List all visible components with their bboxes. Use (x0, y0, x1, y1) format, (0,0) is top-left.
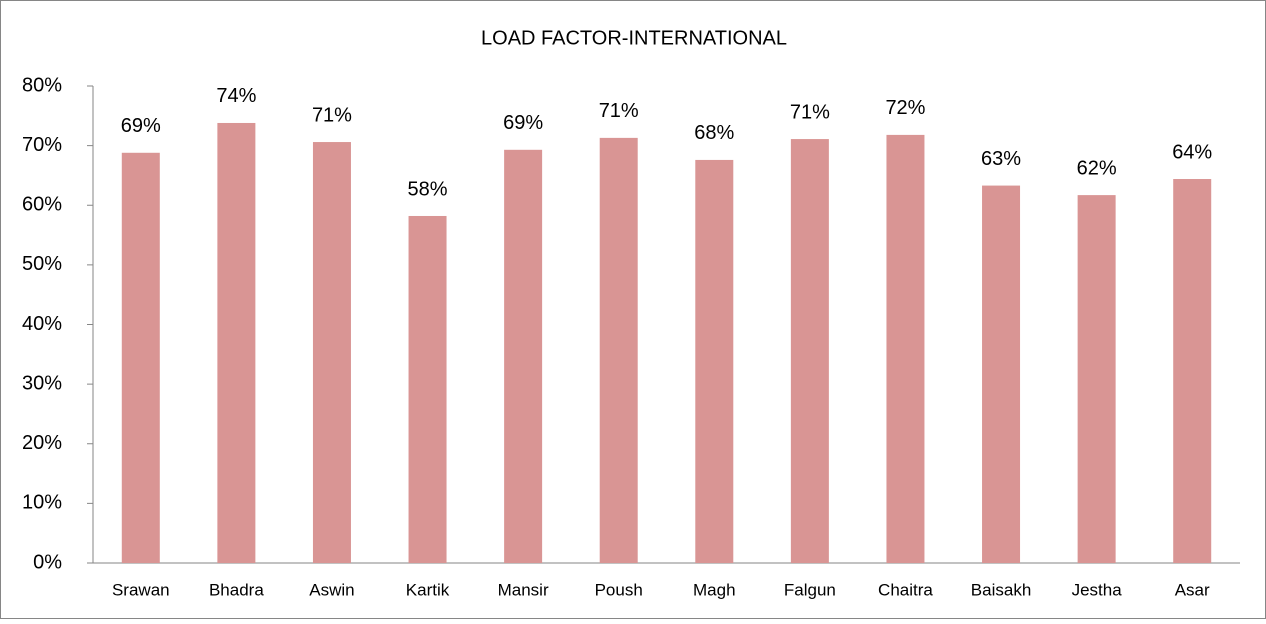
y-tick-label: 80% (22, 74, 62, 96)
y-tick-label: 70% (22, 134, 62, 156)
data-label: 64% (1172, 141, 1212, 163)
y-tick-label: 30% (22, 372, 62, 394)
bar (982, 185, 1021, 564)
data-label: 62% (1077, 157, 1117, 179)
x-tick-label: Baisakh (971, 580, 1031, 599)
x-tick-label: Mansir (498, 580, 549, 599)
bar (504, 149, 543, 563)
y-tick-label: 10% (22, 492, 62, 514)
bar (790, 139, 829, 563)
data-label: 69% (121, 115, 161, 137)
data-label: 58% (408, 178, 448, 200)
y-tick-label: 20% (22, 432, 62, 454)
y-tick-label: 0% (33, 551, 62, 573)
data-label: 74% (216, 85, 256, 107)
bar (1077, 195, 1116, 563)
data-label: 71% (599, 100, 639, 122)
bar (886, 134, 925, 563)
data-label: 72% (885, 97, 925, 119)
x-tick-label: Chaitra (878, 580, 933, 599)
bar (1173, 179, 1212, 563)
data-label: 69% (503, 112, 543, 134)
x-tick-label: Aswin (309, 580, 354, 599)
y-tick-label: 60% (22, 194, 62, 216)
data-label: 63% (981, 148, 1021, 170)
x-tick-label: Srawan (112, 580, 170, 599)
bar (121, 152, 160, 563)
x-tick-label: Poush (595, 580, 643, 599)
x-tick-label: Bhadra (209, 580, 264, 599)
x-tick-label: Falgun (784, 580, 836, 599)
x-tick-label: Jestha (1072, 580, 1123, 599)
bar (312, 142, 351, 564)
data-label: 68% (694, 122, 734, 144)
bar (695, 159, 734, 563)
x-tick-label: Magh (693, 580, 736, 599)
bar (408, 215, 447, 564)
data-label: 71% (312, 104, 352, 126)
x-tick-label: Kartik (406, 580, 450, 599)
x-tick-label: Asar (1175, 580, 1210, 599)
bar (217, 122, 256, 563)
y-tick-label: 50% (22, 253, 62, 275)
y-tick-label: 40% (22, 313, 62, 335)
bar (599, 137, 638, 563)
data-label: 71% (790, 101, 830, 123)
chart-title: LOAD FACTOR-INTERNATIONAL (481, 27, 787, 49)
